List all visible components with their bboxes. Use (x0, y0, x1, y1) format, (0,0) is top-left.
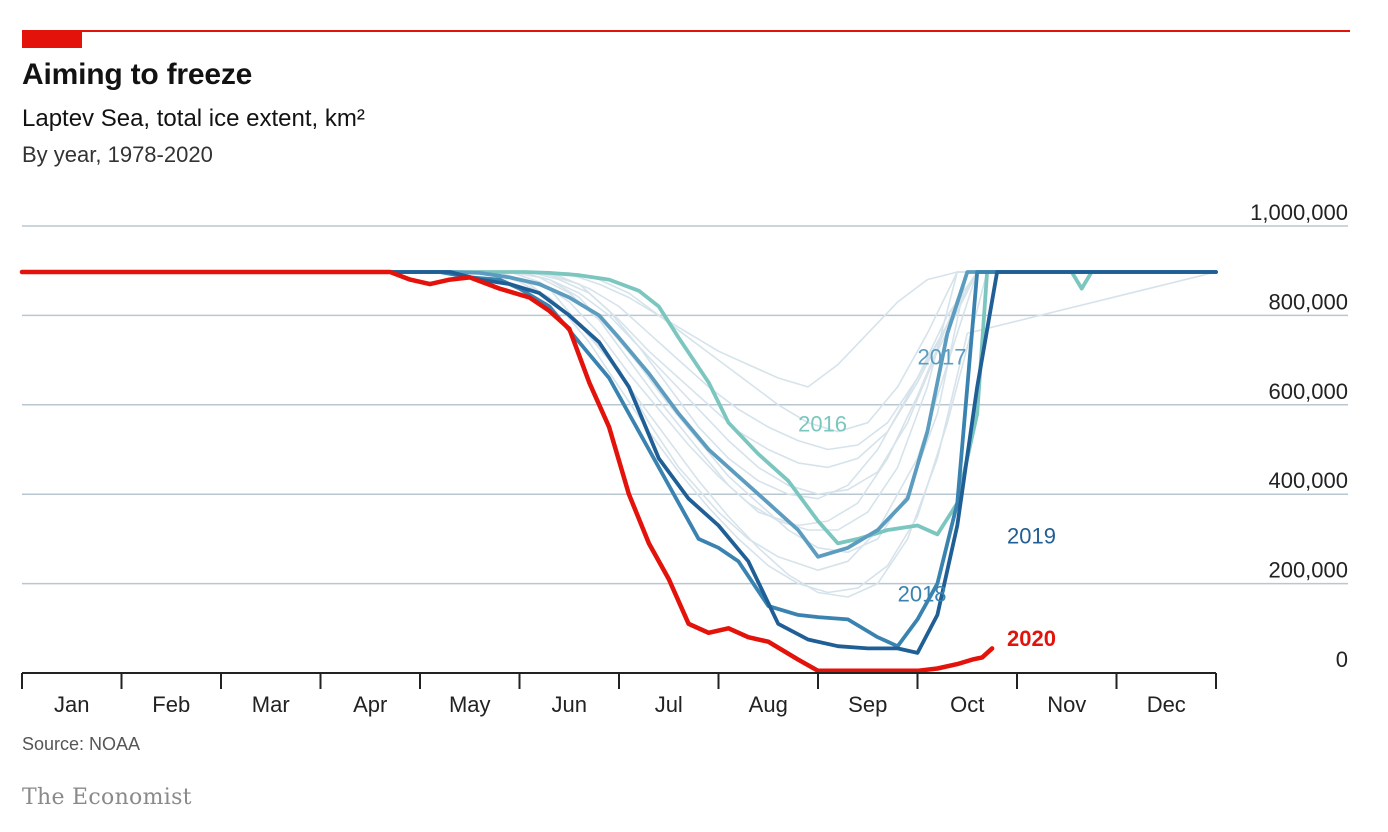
x-axis: Jan Feb Mar Apr May Jun Jul Aug Sep Oct Nov Dec (21, 672, 1217, 717)
x-tick-label: Mar (252, 692, 290, 717)
background-year-line (22, 271, 1216, 531)
y-tick-label: 0 (1336, 647, 1348, 672)
x-tick-label: Jan (54, 692, 89, 717)
x-tick-label: Jul (655, 692, 683, 717)
x-tick-label: Jun (552, 692, 587, 717)
y-tick-label: 800,000 (1268, 289, 1348, 314)
series-label-2020: 2020 (1007, 626, 1056, 651)
source-note: Source: NOAA (22, 734, 141, 754)
background-year-line (22, 271, 1216, 451)
chart-subtitle: Laptev Sea, total ice extent, km² (22, 105, 365, 132)
series-label-2016: 2016 (798, 412, 847, 437)
header-tag (22, 30, 82, 48)
x-tick-label: Feb (152, 692, 190, 717)
y-tick-label: 600,000 (1268, 379, 1348, 404)
series-label-2018: 2018 (898, 581, 947, 606)
chart-subtitle-years: By year, 1978-2020 (22, 142, 213, 167)
x-tick-label: Dec (1147, 692, 1186, 717)
y-tick-label: 400,000 (1268, 468, 1348, 493)
series-line-2016 (1069, 270, 1218, 291)
series-line-2017 (20, 270, 1218, 559)
x-tick-label: Sep (848, 692, 887, 717)
header-rule (22, 30, 1350, 32)
series-label-2017: 2017 (918, 345, 967, 370)
x-tick-label: Apr (353, 692, 387, 717)
background-year-line (22, 271, 1216, 554)
background-year-line (22, 271, 1216, 469)
brand-logo: The Economist (22, 785, 192, 810)
series-label-2019: 2019 (1007, 523, 1056, 548)
background-year-line (22, 271, 1216, 433)
background-year-line (22, 271, 1217, 598)
series-line-2019 (20, 270, 1218, 655)
x-tick-label: Aug (749, 692, 788, 717)
x-tick-label: Oct (950, 692, 984, 717)
chart-title: Aiming to freeze (22, 58, 253, 91)
y-tick-label: 1,000,000 (1250, 200, 1348, 225)
series-line-2020 (19, 269, 995, 674)
y-tick-label: 200,000 (1268, 558, 1348, 583)
x-tick-label: Nov (1047, 692, 1086, 717)
series-labels: 2016 2017 2018 2019 2020 (798, 345, 1056, 652)
x-tick-label: May (449, 692, 491, 717)
background-year-line (22, 271, 1216, 495)
series-line-2016 (20, 270, 1218, 546)
highlighted-years (19, 269, 1218, 674)
